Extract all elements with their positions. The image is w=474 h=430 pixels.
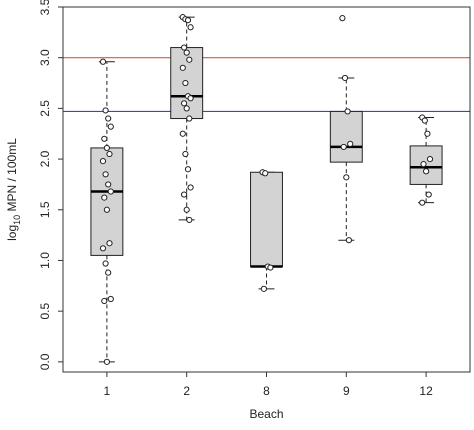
x-tick-label: 9: [343, 384, 350, 398]
data-point: [186, 56, 193, 63]
data-point: [187, 24, 194, 31]
data-point: [345, 237, 353, 244]
y-tick-label: 3.5: [38, 0, 52, 15]
box-group-9: [329, 77, 363, 241]
data-point: [102, 107, 109, 114]
data-point: [182, 79, 189, 87]
x-tick-label: 12: [419, 384, 433, 398]
data-point: [340, 143, 347, 151]
data-point: [426, 155, 434, 163]
y-tick-label: 2.0: [38, 150, 52, 167]
box-group-8: [250, 171, 283, 290]
data-point: [423, 168, 430, 175]
data-point: [420, 161, 427, 168]
data-point: [347, 140, 354, 147]
box: [250, 171, 283, 268]
box-group-12: [409, 117, 443, 204]
data-point: [344, 108, 351, 115]
data-point: [99, 158, 107, 165]
data-point: [425, 191, 432, 198]
data-point: [187, 184, 194, 191]
data-point: [262, 170, 269, 177]
x-tick-label: 1: [104, 384, 111, 398]
data-point: [101, 297, 108, 305]
data-point: [184, 166, 192, 173]
data-point: [107, 123, 114, 130]
data-point: [107, 188, 114, 195]
data-point: [184, 17, 192, 24]
y-tick-label: 3.0: [38, 49, 52, 66]
data-point: [102, 260, 109, 267]
y-axis-title-main: log: [5, 225, 19, 241]
data-point: [103, 206, 110, 213]
data-point: [102, 171, 109, 178]
y-axis-title-rest: MPN / 100mL: [5, 138, 19, 215]
data-point: [99, 245, 107, 252]
data-point: [179, 64, 186, 71]
data-point: [182, 150, 189, 158]
box: [329, 110, 363, 163]
data-point: [99, 58, 107, 65]
data-point: [343, 174, 350, 181]
data-point: [107, 295, 114, 303]
y-tick-label: 1.0: [38, 252, 52, 269]
data-point: [105, 181, 112, 188]
data-point: [424, 130, 431, 137]
data-point: [103, 144, 110, 152]
data-point: [183, 206, 190, 213]
data-point: [341, 74, 349, 82]
data-point: [183, 49, 190, 56]
data-point: [419, 199, 426, 206]
x-axis-title: Beach: [249, 407, 283, 421]
box: [90, 147, 124, 256]
data-point: [106, 240, 113, 247]
data-point: [101, 194, 108, 201]
data-point: [180, 191, 188, 198]
data-point: [186, 216, 193, 224]
y-tick-label: 1.5: [38, 201, 52, 218]
x-tick-label: 8: [263, 384, 270, 398]
data-point: [103, 358, 110, 365]
y-axis-title-subscript: 10: [12, 215, 22, 225]
y-axis-title: log10 MPN / 100mL: [5, 138, 22, 241]
data-point: [106, 150, 113, 158]
data-point: [105, 115, 112, 122]
x-tick-label: 2: [183, 384, 190, 398]
y-tick-label: 2.5: [38, 100, 52, 117]
y-tick-label: 0.5: [38, 303, 52, 320]
data-point: [421, 117, 428, 124]
data-point: [260, 285, 267, 292]
data-point: [187, 95, 194, 102]
data-point: [186, 115, 193, 122]
y-tick-label: 0.0: [38, 353, 52, 370]
data-point: [101, 135, 108, 142]
data-point: [179, 130, 186, 137]
data-point: [180, 100, 188, 107]
data-point: [183, 105, 190, 112]
data-point: [339, 15, 346, 22]
data-point: [267, 264, 274, 271]
data-point: [180, 44, 188, 51]
data-point: [105, 269, 112, 276]
